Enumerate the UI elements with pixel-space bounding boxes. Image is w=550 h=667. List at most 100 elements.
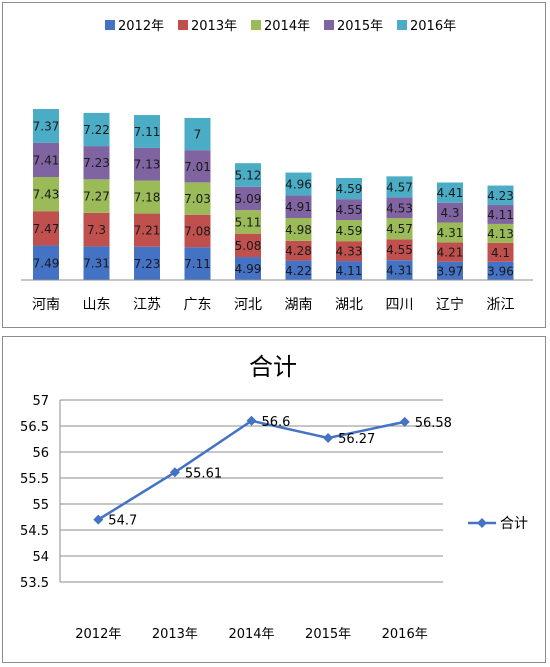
bar-3-2 xyxy=(184,182,211,215)
bar-value-label-9-4: 4.23 xyxy=(487,189,514,203)
line-value-label-4: 56.58 xyxy=(415,416,452,431)
bar-3-3 xyxy=(184,150,211,183)
bar-0-1 xyxy=(33,211,59,246)
stacked-bar-chart-panel: 2012年 2013年 2014年 2015年 2016年 7.49 7.47 7.43 7.… xyxy=(2,2,546,328)
bar-value-label-9-2: 4.13 xyxy=(487,227,514,241)
line-y-tick-5: 56 xyxy=(32,446,49,461)
legend-label-0: 2012年 xyxy=(118,19,164,34)
line-value-label-3: 56.27 xyxy=(338,432,375,447)
line-legend-label: 合计 xyxy=(500,516,528,532)
bar-value-label-2-2: 7.18 xyxy=(134,191,161,205)
bar-value-label-4-0: 4.99 xyxy=(235,262,262,276)
bar-value-label-3-4: 7 xyxy=(194,128,202,142)
bar-value-label-7-4: 4.57 xyxy=(386,180,413,194)
bar-value-label-4-3: 5.09 xyxy=(235,192,262,206)
bar-6-0 xyxy=(336,261,362,280)
bar-8-4 xyxy=(437,182,463,203)
line-x-tick-0: 2012年 xyxy=(75,627,121,642)
bar-value-label-0-4: 7.37 xyxy=(33,119,60,133)
bar-1-1 xyxy=(83,212,110,247)
bar-value-label-1-4: 7.22 xyxy=(83,123,110,137)
bar-7-1 xyxy=(386,239,413,261)
bar-value-label-6-2: 4.59 xyxy=(336,224,363,238)
line-y-tick-1: 54 xyxy=(32,550,49,565)
bar-x-tick-8: 辽宁 xyxy=(436,296,464,313)
bar-value-label-6-0: 4.11 xyxy=(336,264,363,278)
line-y-tick-7: 57 xyxy=(32,394,49,409)
bar-6-2 xyxy=(336,220,362,242)
bar-4-0 xyxy=(235,257,261,280)
legend-swatch-1 xyxy=(178,20,188,30)
bar-value-label-7-2: 4.57 xyxy=(386,222,413,236)
bar-value-label-1-1: 7.3 xyxy=(87,223,106,237)
bar-value-label-9-0: 3.96 xyxy=(487,264,514,278)
bar-5-3 xyxy=(285,195,312,218)
bar-x-tick-labels: 河南 山东 江苏 广东 河北 湖南 湖北 四川 辽宁 浙江 xyxy=(32,296,515,313)
line-value-label-1: 55.61 xyxy=(185,466,222,481)
bar-6-4 xyxy=(336,178,362,200)
bar-value-label-0-1: 7.47 xyxy=(33,222,60,236)
bar-4-4 xyxy=(235,163,261,187)
bar-5-1 xyxy=(285,240,312,261)
bar-7-4 xyxy=(386,176,413,198)
bar-2-1 xyxy=(134,213,160,247)
line-legend-marker xyxy=(477,518,487,528)
bar-value-label-7-0: 4.31 xyxy=(386,264,413,278)
bar-value-label-5-4: 4.96 xyxy=(285,177,312,191)
bar-3-4 xyxy=(184,117,211,151)
bar-x-tick-5: 湖南 xyxy=(285,297,313,313)
line-chart-panel: 合计 53.5 54 54.5 55 55.5 56 56.5 57 2012年 2013年 20… xyxy=(2,336,546,663)
bar-value-label-4-2: 5.11 xyxy=(235,215,262,229)
line-point-0 xyxy=(93,514,104,525)
bar-2-4 xyxy=(134,115,160,148)
bar-value-label-9-1: 4.1 xyxy=(491,246,510,260)
bar-7-0 xyxy=(386,260,413,280)
bar-4-3 xyxy=(235,186,261,211)
line-y-tick-3: 55 xyxy=(32,498,49,513)
bar-value-label-3-0: 7.11 xyxy=(184,257,211,271)
line-point-4 xyxy=(399,416,410,427)
line-point-1 xyxy=(169,467,180,478)
line-x-tick-3: 2015年 xyxy=(305,627,351,642)
bar-3-0 xyxy=(184,247,211,280)
bar-3-1 xyxy=(184,214,211,248)
bar-legend: 2012年 2013年 2014年 2015年 2016年 xyxy=(105,19,456,34)
line-x-tick-4: 2016年 xyxy=(382,627,428,642)
line-value-labels: 54.7 55.61 56.6 56.27 56.58 xyxy=(108,415,452,529)
line-y-tick-labels: 53.5 54 54.5 55 55.5 56 56.5 57 xyxy=(20,394,49,591)
bar-5-4 xyxy=(285,172,312,196)
line-chart-title: 合计 xyxy=(249,353,297,381)
bar-value-label-2-1: 7.21 xyxy=(134,224,161,238)
bar-1-4 xyxy=(83,112,110,147)
bar-8-3 xyxy=(437,202,463,223)
bar-x-tick-2: 江苏 xyxy=(133,297,161,313)
line-value-label-2: 56.6 xyxy=(262,415,291,430)
bar-4-2 xyxy=(235,210,261,234)
legend-swatch-4 xyxy=(397,20,407,30)
bar-1-2 xyxy=(83,179,110,213)
bar-value-label-1-2: 7.27 xyxy=(83,190,110,204)
bar-value-label-5-1: 4.28 xyxy=(285,244,312,258)
bar-value-label-6-1: 4.33 xyxy=(336,245,363,259)
bar-2-0 xyxy=(134,246,160,280)
bar-x-tick-0: 河南 xyxy=(32,297,60,313)
bar-9-3 xyxy=(487,205,514,224)
legend-label-1: 2013年 xyxy=(191,19,237,34)
line-gridlines xyxy=(59,399,443,583)
bar-0-3 xyxy=(33,142,59,178)
bar-x-tick-1: 山东 xyxy=(83,297,111,313)
bar-value-label-4-4: 5.12 xyxy=(235,168,262,182)
stacked-bar-chart: 2012年 2013年 2014年 2015年 2016年 7.497.477.437.… xyxy=(21,19,533,313)
legend-label-2: 2014年 xyxy=(264,19,310,34)
bar-7-2 xyxy=(386,218,413,240)
line-point-2 xyxy=(246,415,257,426)
line-legend: 合计 xyxy=(468,516,528,532)
line-x-tick-labels: 2012年 2013年 2014年 2015年 2016年 xyxy=(75,627,427,642)
line-x-tick-1: 2013年 xyxy=(152,627,198,642)
bar-9-4 xyxy=(487,185,514,206)
legend-label-4: 2016年 xyxy=(410,19,456,34)
legend-swatch-0 xyxy=(105,20,115,30)
bar-value-label-1-0: 7.31 xyxy=(83,257,110,271)
bar-value-label-3-2: 7.03 xyxy=(184,192,211,206)
